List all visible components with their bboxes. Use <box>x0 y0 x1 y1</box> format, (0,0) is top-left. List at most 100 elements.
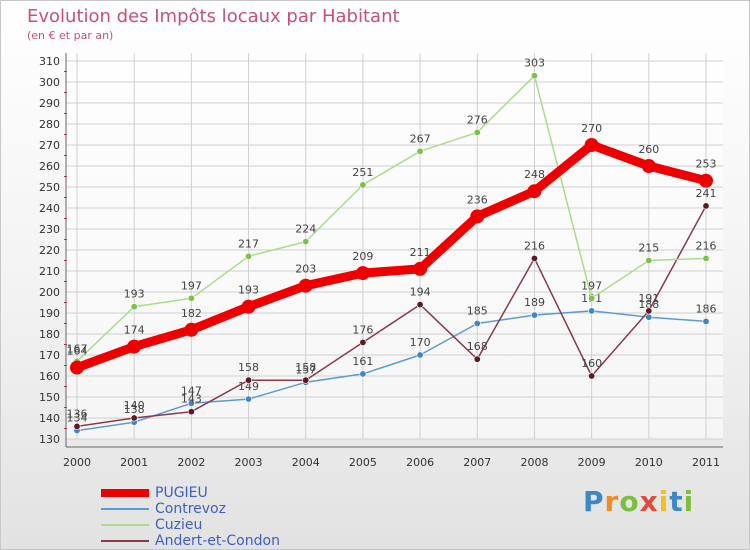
legend-swatch <box>101 540 149 542</box>
series-line <box>76 310 707 432</box>
data-point <box>245 252 253 260</box>
series-cuzieu: 167 193 197 217 224 251 267 276 303 197 215 216 <box>67 57 717 365</box>
data-point <box>473 319 481 327</box>
data-point <box>645 256 653 264</box>
data-point <box>184 322 199 337</box>
series-line <box>76 74 707 363</box>
x-tick-label: 2009 <box>578 456 606 469</box>
y-tick-label: 270 <box>39 139 60 152</box>
series-pugieu: 164 174 182 193 203 209 211 236 248 270 260 253 <box>67 122 717 375</box>
y-tick-label: 170 <box>39 349 60 362</box>
data-label: 158 <box>238 361 259 374</box>
legend-label: PUGIEU <box>155 485 208 501</box>
legend-label: Andert-et-Condon <box>155 533 280 549</box>
y-tick-label: 160 <box>39 370 60 383</box>
data-label: 164 <box>67 345 88 358</box>
data-label: 197 <box>181 279 202 292</box>
data-point <box>527 184 542 199</box>
data-point <box>645 307 653 315</box>
y-tick-label: 150 <box>39 391 60 404</box>
data-point <box>73 422 81 430</box>
data-label: 157 <box>295 363 316 376</box>
x-tick-label: 2000 <box>63 456 91 469</box>
x-tick-label: 2007 <box>463 456 491 469</box>
y-tick-label: 220 <box>39 244 60 257</box>
data-label: 182 <box>181 307 202 320</box>
logo-letter: r <box>604 485 620 518</box>
data-label: 276 <box>467 113 488 126</box>
data-point <box>355 266 370 281</box>
data-point <box>70 360 84 375</box>
x-tick-label: 2011 <box>692 456 720 469</box>
series-line <box>76 205 707 428</box>
data-point <box>473 128 481 136</box>
legend-label: Cuzieu <box>155 517 203 533</box>
data-point <box>302 238 310 246</box>
data-point <box>416 301 424 309</box>
data-point <box>530 311 538 319</box>
data-point <box>641 159 656 173</box>
data-point <box>470 209 485 224</box>
chart-subtitle: (en € et par an) <box>27 29 114 42</box>
data-point <box>473 355 481 363</box>
data-label: 224 <box>295 223 316 236</box>
y-tick-label: 240 <box>39 202 60 215</box>
data-label: 303 <box>524 57 545 70</box>
data-label: 260 <box>638 143 659 156</box>
x-tick-label: 2010 <box>635 456 663 469</box>
legend-item: Cuzieu <box>101 517 280 533</box>
data-label: 160 <box>581 357 602 370</box>
data-label: 193 <box>124 288 145 301</box>
data-point <box>699 173 713 188</box>
data-label: 251 <box>352 166 373 179</box>
series-line <box>72 140 711 373</box>
plot-area <box>66 53 723 439</box>
y-tick-label: 140 <box>39 412 60 425</box>
data-label: 211 <box>410 246 431 259</box>
data-label: 241 <box>696 187 717 200</box>
data-point <box>245 376 253 384</box>
grid <box>66 53 723 440</box>
data-point <box>127 339 142 354</box>
legend-item: Contrevoz <box>101 501 280 517</box>
proxiti-logo: Proxiti <box>583 485 694 518</box>
data-point <box>302 376 310 384</box>
data-point <box>298 278 313 293</box>
data-label: 170 <box>410 336 431 349</box>
y-tick-label: 190 <box>39 307 60 320</box>
data-point <box>187 408 195 416</box>
y-tick-label: 280 <box>39 118 60 131</box>
data-point <box>588 307 596 315</box>
data-point <box>359 370 367 378</box>
data-label: 216 <box>524 239 545 252</box>
y-tick-label: 250 <box>39 181 60 194</box>
data-label: 158 <box>295 361 316 374</box>
logo-letter: i <box>658 485 670 518</box>
data-label: 203 <box>295 263 316 276</box>
data-point <box>645 313 653 321</box>
data-point <box>413 261 428 276</box>
legend-swatch <box>101 524 149 526</box>
data-label: 267 <box>410 132 431 145</box>
data-label: 197 <box>581 279 602 292</box>
x-tick-label: 2004 <box>292 456 320 469</box>
data-point <box>702 254 710 262</box>
data-point <box>702 202 710 210</box>
data-label: 194 <box>410 286 431 299</box>
data-point <box>241 299 256 314</box>
data-point <box>359 181 367 189</box>
logo-letter: P <box>583 485 605 518</box>
data-point <box>187 294 195 302</box>
legend-item: PUGIEU <box>101 485 280 501</box>
y-tick-label: 260 <box>39 160 60 173</box>
legend: PUGIEU Contrevoz Cuzieu Andert-et-Condon <box>101 485 280 549</box>
data-label: 236 <box>467 193 488 206</box>
logo-letter: t <box>669 485 684 518</box>
y-tick-label: 210 <box>39 265 60 278</box>
data-label: 143 <box>181 393 202 406</box>
legend-label: Contrevoz <box>155 501 226 517</box>
data-point <box>588 372 596 380</box>
x-tick-label: 2001 <box>120 456 148 469</box>
